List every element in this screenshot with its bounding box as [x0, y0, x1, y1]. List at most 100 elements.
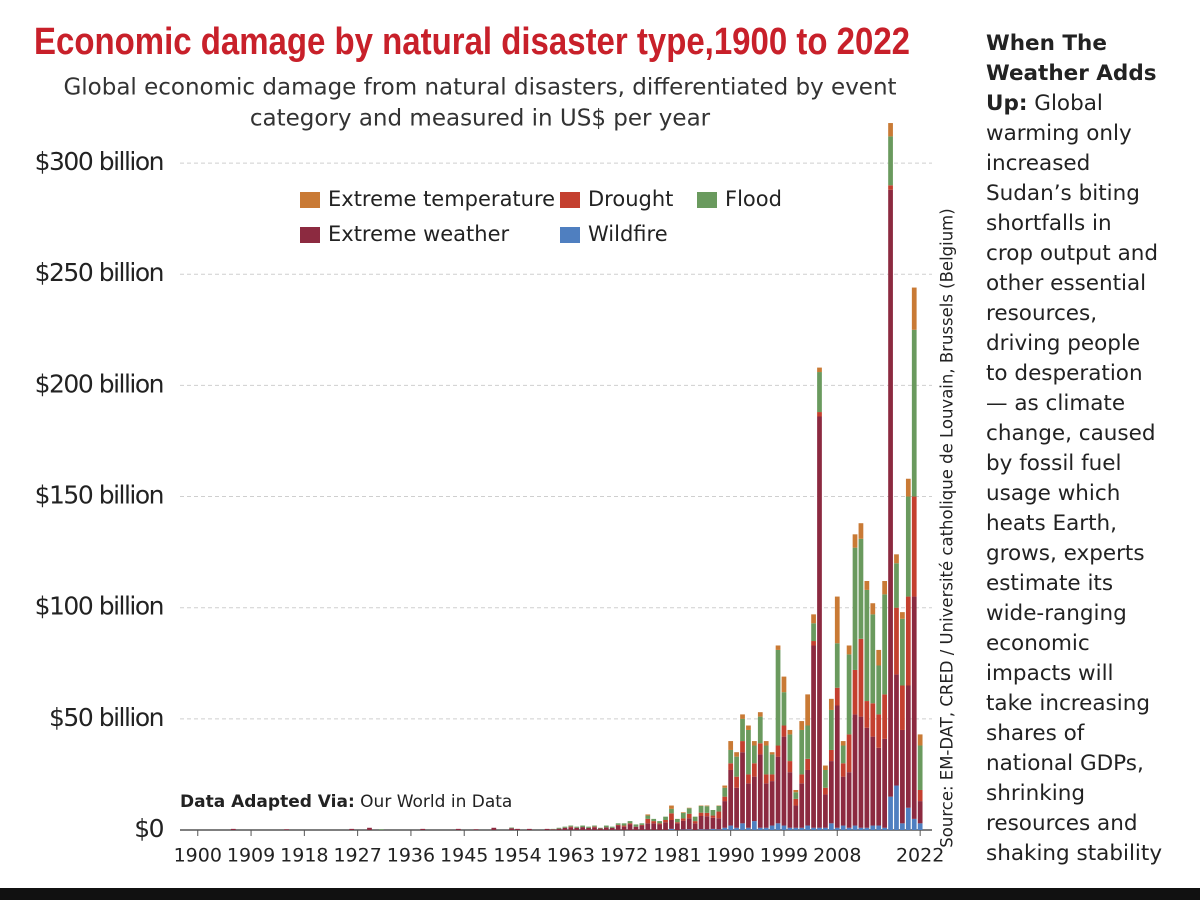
bar-segment: [698, 812, 704, 816]
bar-segment: [230, 828, 236, 830]
bar-segment: [586, 826, 591, 828]
credit-label: Data Adapted Via:: [180, 792, 355, 812]
bar-segment: [722, 801, 728, 828]
bar-segment: [888, 136, 893, 186]
bar-segment: [870, 825, 876, 830]
bar-segment: [692, 821, 698, 824]
bar-segment: [675, 822, 680, 824]
bar-segment: [811, 641, 816, 646]
bar-segment: [900, 729, 905, 824]
bar-segment: [645, 814, 651, 816]
bar-segment: [680, 812, 686, 819]
bar-segment: [284, 829, 289, 830]
bar-segment: [858, 538, 864, 639]
bar-segment: [710, 828, 716, 830]
bar-segment: [894, 674, 899, 786]
bar-segment: [805, 758, 811, 770]
bar-segment: [609, 827, 615, 830]
bar-segment: [864, 827, 870, 830]
x-tick-label: 2008: [813, 845, 861, 867]
bar-segment: [787, 827, 793, 830]
bar-segment: [639, 823, 645, 825]
bar-segment: [615, 823, 621, 825]
bar-segment: [805, 769, 811, 826]
bar-segment: [781, 676, 787, 693]
bar-segment: [823, 794, 828, 828]
bar-segment: [894, 785, 899, 830]
bar-segment: [864, 727, 870, 828]
bar-segment: [568, 827, 574, 830]
bar-segment: [840, 825, 846, 830]
sidebar-heading: When The: [986, 31, 1107, 56]
bar-segment: [823, 787, 828, 795]
bar-segment: [828, 761, 834, 824]
bar-segment: [840, 763, 846, 777]
bar-segment: [568, 825, 574, 827]
bar-segment: [834, 827, 840, 830]
bar-segment: [769, 781, 775, 826]
bar-segment: [882, 581, 887, 595]
x-tick-label: 1909: [227, 845, 275, 867]
bar-segment: [769, 774, 775, 782]
bar-segment: [420, 828, 426, 830]
bar-segment: [888, 185, 893, 190]
bar-segment: [917, 745, 923, 790]
bar-segment: [740, 752, 745, 824]
bar-segment: [704, 806, 710, 813]
bar-segment: [876, 665, 882, 715]
bar-segment: [592, 827, 597, 830]
bar-segment: [900, 823, 905, 830]
bar-segment: [509, 827, 514, 829]
bar-segment: [888, 189, 893, 797]
bar-segment: [852, 669, 858, 715]
bar-segment: [846, 645, 852, 655]
x-tick-label: 1918: [280, 845, 328, 867]
bar-segment: [686, 808, 692, 814]
bar-segment: [686, 818, 692, 830]
legend-label: Wildfire: [588, 222, 668, 246]
sidebar-heading: Up:: [986, 91, 1027, 116]
bar-segment: [900, 685, 905, 730]
bar-segment: [787, 761, 793, 773]
bar-segment: [799, 827, 805, 830]
bottom-bar: [0, 888, 1200, 900]
bar-segment: [858, 638, 864, 717]
bar-segment: [823, 827, 828, 830]
bar-segment: [917, 734, 923, 746]
bar-segment: [894, 554, 899, 564]
bar-segment: [888, 796, 893, 830]
bar-segment: [734, 752, 739, 757]
bar-segment: [556, 828, 562, 830]
bar-segment: [888, 123, 893, 137]
bar-segment: [657, 824, 662, 830]
bar-segment: [686, 813, 692, 819]
y-tick-label: $150 billion: [35, 481, 163, 510]
bar-segment: [905, 596, 911, 686]
bar-segment: [781, 725, 787, 737]
chart-subtitle: category and measured in US$ per year: [250, 106, 711, 132]
bar-segment: [746, 729, 751, 775]
bar-segment: [680, 812, 686, 813]
sidebar-body: Global: [1034, 91, 1103, 116]
bar-segment: [562, 826, 568, 828]
bar-segment: [544, 828, 550, 830]
legend-swatch: [560, 227, 580, 243]
bar-segment: [716, 805, 722, 812]
bar-segment: [704, 812, 710, 817]
bar-segment: [846, 772, 852, 828]
sidebar-body: usage which: [986, 481, 1120, 506]
bar-segment: [882, 694, 887, 739]
bar-segment: [746, 783, 751, 828]
sidebar-body: Sudan’s biting: [986, 181, 1140, 206]
bar-segment: [746, 827, 751, 830]
bar-segment: [852, 534, 858, 548]
bar-segment: [515, 828, 520, 830]
bar-segment: [378, 829, 384, 830]
bar-segment: [734, 776, 739, 788]
sidebar-body: resources and: [986, 811, 1137, 836]
bar-segment: [639, 824, 645, 826]
bar-segment: [669, 813, 674, 820]
x-tick-label: 1999: [760, 845, 808, 867]
bar-segment: [781, 825, 787, 830]
source-note: Source: EM-DAT, CRED / Université cathol…: [938, 208, 957, 847]
